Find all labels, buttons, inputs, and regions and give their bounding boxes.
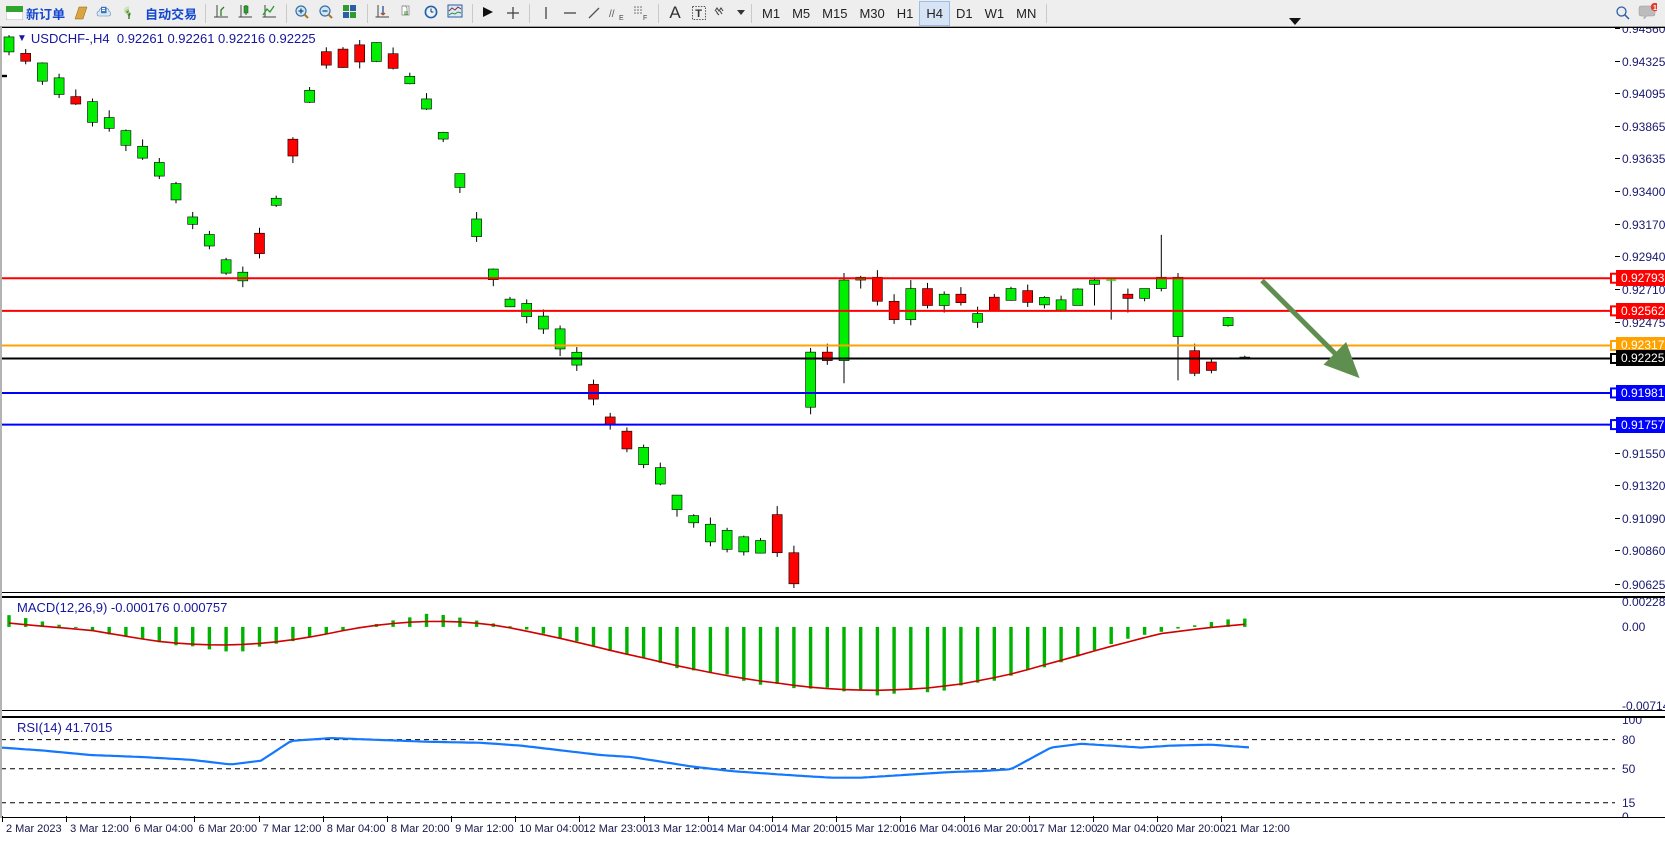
svg-text:T: T [695, 8, 702, 20]
svg-text:1: 1 [1653, 5, 1657, 12]
svg-text://: // [609, 9, 615, 20]
svg-text:E: E [619, 15, 624, 21]
svg-text:F: F [643, 15, 647, 21]
